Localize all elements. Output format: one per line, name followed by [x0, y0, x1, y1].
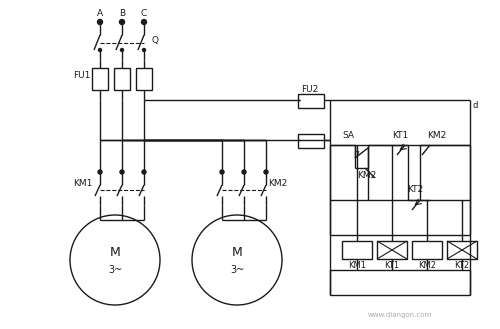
Text: C: C — [141, 9, 147, 17]
Circle shape — [120, 19, 124, 24]
Text: FU1: FU1 — [74, 71, 90, 81]
Text: KT1: KT1 — [384, 262, 400, 270]
Circle shape — [142, 19, 146, 24]
Circle shape — [242, 170, 246, 174]
Text: KM1: KM1 — [348, 262, 366, 270]
Text: KM1: KM1 — [74, 179, 92, 188]
Text: d: d — [472, 100, 478, 110]
Circle shape — [142, 170, 146, 174]
Text: M: M — [110, 246, 120, 260]
Bar — [92, 68, 108, 90]
Text: SA: SA — [342, 131, 354, 139]
Text: 7: 7 — [354, 150, 360, 160]
Text: KM2: KM2 — [358, 170, 376, 180]
Bar — [412, 241, 442, 259]
Circle shape — [264, 170, 268, 174]
Bar — [136, 68, 152, 90]
Circle shape — [98, 170, 102, 174]
Text: KT2: KT2 — [407, 186, 423, 194]
Circle shape — [220, 170, 224, 174]
Circle shape — [70, 215, 160, 305]
Bar — [298, 94, 324, 108]
Text: A: A — [97, 9, 103, 17]
Text: 3~: 3~ — [108, 265, 122, 275]
Circle shape — [142, 48, 146, 52]
Text: M: M — [232, 246, 242, 260]
Bar — [114, 68, 130, 90]
Text: 3~: 3~ — [230, 265, 244, 275]
Bar — [342, 241, 372, 259]
Bar — [377, 241, 407, 259]
Text: KT1: KT1 — [392, 131, 408, 139]
Text: www.diangon.com: www.diangon.com — [368, 312, 432, 318]
Text: B: B — [119, 9, 125, 17]
Bar — [447, 241, 477, 259]
Circle shape — [98, 48, 102, 52]
Text: FU2: FU2 — [302, 86, 318, 94]
Text: KM2: KM2 — [268, 179, 287, 188]
Circle shape — [120, 170, 124, 174]
Text: KM2: KM2 — [428, 131, 446, 139]
Circle shape — [98, 19, 102, 24]
Text: KM2: KM2 — [418, 262, 436, 270]
Circle shape — [192, 215, 282, 305]
Text: Q: Q — [152, 36, 158, 44]
Bar — [298, 134, 324, 148]
Text: KT2: KT2 — [454, 262, 469, 270]
Circle shape — [120, 48, 124, 52]
